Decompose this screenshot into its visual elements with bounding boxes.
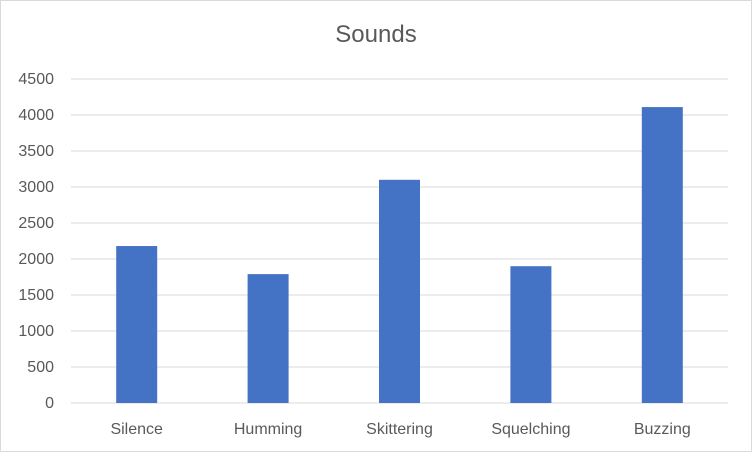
y-tick-label: 1500 — [18, 287, 54, 304]
chart-title: Sounds — [335, 21, 417, 48]
bar-skittering — [379, 179, 420, 403]
x-tick-label: Humming — [234, 421, 302, 438]
y-tick-label: 2000 — [18, 251, 54, 268]
y-tick-label: 500 — [27, 359, 54, 376]
y-tick-label: 4000 — [18, 107, 54, 124]
y-tick-label: 3500 — [18, 143, 54, 160]
y-tick-label: 1000 — [18, 323, 54, 340]
x-tick-label: Skittering — [366, 421, 433, 438]
y-tick-label: 2500 — [18, 215, 54, 232]
x-tick-label: Squelching — [491, 421, 570, 438]
y-tick-label: 0 — [45, 395, 54, 412]
bar-squelching — [510, 266, 552, 403]
x-tick-label: Silence — [110, 421, 163, 438]
y-tick-label: 4500 — [18, 71, 54, 88]
x-tick-label: Buzzing — [634, 421, 691, 438]
bar-humming — [247, 274, 289, 403]
y-tick-label: 3000 — [18, 179, 54, 196]
bar-buzzing — [641, 107, 683, 403]
bar-silence — [116, 246, 158, 403]
